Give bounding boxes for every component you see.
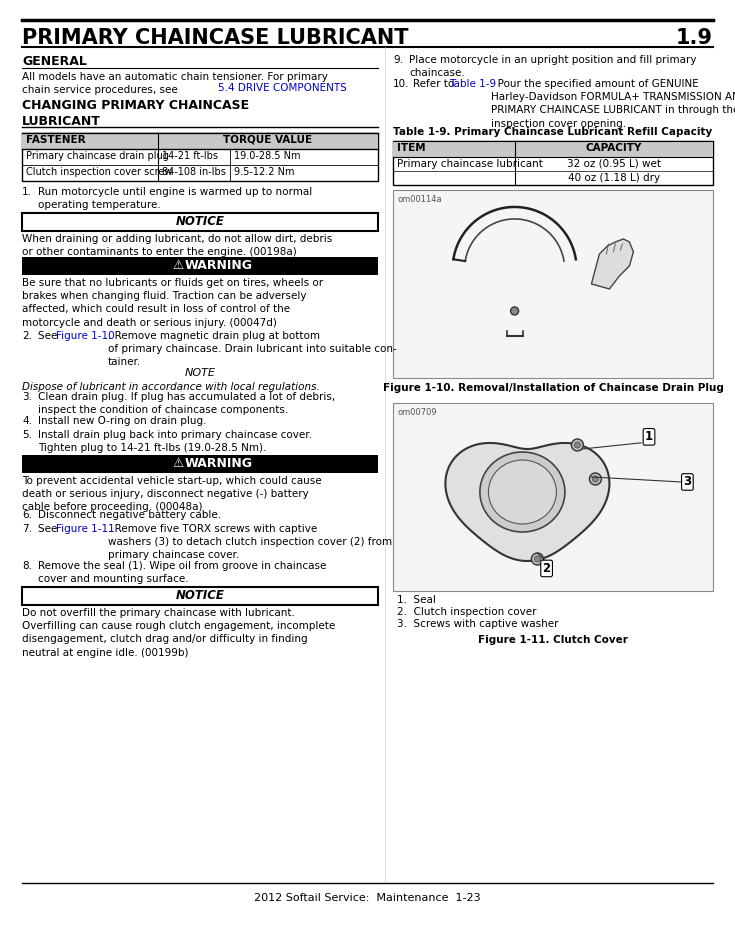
Text: 5.: 5. <box>22 430 32 440</box>
Text: TORQUE VALUE: TORQUE VALUE <box>223 135 312 145</box>
Polygon shape <box>592 239 634 289</box>
Text: When draining or adding lubricant, do not allow dirt, debris
or other contaminan: When draining or adding lubricant, do no… <box>22 234 332 257</box>
Circle shape <box>531 553 543 565</box>
Text: 2.  Clutch inspection cover: 2. Clutch inspection cover <box>397 607 537 617</box>
Text: NOTE: NOTE <box>184 368 215 378</box>
Text: CHANGING PRIMARY CHAINCASE
LUBRICANT: CHANGING PRIMARY CHAINCASE LUBRICANT <box>22 99 249 128</box>
Text: 4.: 4. <box>22 416 32 426</box>
Text: NOTICE: NOTICE <box>176 215 224 228</box>
Text: 32 oz (0.95 L) wet: 32 oz (0.95 L) wet <box>567 159 661 169</box>
Text: 8.: 8. <box>22 561 32 571</box>
Text: GENERAL: GENERAL <box>22 55 87 68</box>
Text: . Remove magnetic drain plug at bottom
of primary chaincase. Drain lubricant int: . Remove magnetic drain plug at bottom o… <box>108 331 397 367</box>
Circle shape <box>571 439 584 451</box>
Text: Refer to: Refer to <box>413 79 457 89</box>
Text: Clean drain plug. If plug has accumulated a lot of debris,
inspect the condition: Clean drain plug. If plug has accumulate… <box>38 392 335 415</box>
Text: PRIMARY CHAINCASE LUBRICANT: PRIMARY CHAINCASE LUBRICANT <box>22 28 409 48</box>
Text: 84-108 in-lbs: 84-108 in-lbs <box>162 167 226 177</box>
Text: ITEM: ITEM <box>397 143 426 153</box>
Text: 9.5-12.2 Nm: 9.5-12.2 Nm <box>234 167 295 177</box>
Circle shape <box>511 307 519 315</box>
Text: 9.: 9. <box>393 55 403 65</box>
Text: 6.: 6. <box>22 510 32 520</box>
Bar <box>22 455 378 473</box>
Text: WARNING: WARNING <box>185 259 253 272</box>
Bar <box>393 141 713 157</box>
Text: 2: 2 <box>542 562 551 575</box>
Bar <box>22 133 378 149</box>
Text: Figure 1-10. Removal/Installation of Chaincase Drain Plug: Figure 1-10. Removal/Installation of Cha… <box>382 383 723 393</box>
Text: ⚠: ⚠ <box>172 457 183 470</box>
Ellipse shape <box>480 452 565 532</box>
Text: Place motorcycle in an upright position and fill primary
chaincase.: Place motorcycle in an upright position … <box>409 55 697 79</box>
Ellipse shape <box>488 460 556 524</box>
Text: Install new O-ring on drain plug.: Install new O-ring on drain plug. <box>38 416 207 426</box>
Text: Primary chaincase drain plug: Primary chaincase drain plug <box>26 151 169 161</box>
Text: 2012 Softail Service:  Maintenance  1-23: 2012 Softail Service: Maintenance 1-23 <box>254 893 481 903</box>
Text: 1.  Seal: 1. Seal <box>397 595 436 605</box>
Text: Disconnect negative battery cable.: Disconnect negative battery cable. <box>38 510 221 520</box>
Text: Primary chaincase lubricant: Primary chaincase lubricant <box>397 159 543 169</box>
Text: . Pour the specified amount of GENUINE
Harley-Davidson FORMULA+ TRANSMISSION AND: . Pour the specified amount of GENUINE H… <box>491 79 735 129</box>
Polygon shape <box>445 443 609 561</box>
Circle shape <box>574 442 581 448</box>
Text: Figure 1-11: Figure 1-11 <box>56 524 115 534</box>
Text: 1: 1 <box>645 430 653 443</box>
Text: Install drain plug back into primary chaincase cover.
Tighten plug to 14-21 ft-l: Install drain plug back into primary cha… <box>38 430 312 453</box>
Text: .: . <box>341 83 345 93</box>
Circle shape <box>534 556 540 562</box>
Bar <box>393 190 713 378</box>
Text: Clutch inspection cover screw: Clutch inspection cover screw <box>26 167 173 177</box>
Text: 3.: 3. <box>22 392 32 402</box>
Text: Figure 1-10: Figure 1-10 <box>56 331 115 341</box>
Text: ⚠: ⚠ <box>172 259 183 272</box>
Text: 1.: 1. <box>22 187 32 197</box>
Text: 19.0-28.5 Nm: 19.0-28.5 Nm <box>234 151 301 161</box>
Bar <box>393 141 713 185</box>
Text: See: See <box>38 524 60 534</box>
Bar <box>22 213 378 231</box>
Bar <box>393 403 713 591</box>
Text: Table 1-9. Primary Chaincase Lubricant Refill Capacity: Table 1-9. Primary Chaincase Lubricant R… <box>393 127 713 137</box>
Text: Table 1-9: Table 1-9 <box>449 79 496 89</box>
Text: 3: 3 <box>684 475 692 488</box>
Text: Be sure that no lubricants or fluids get on tires, wheels or
brakes when changin: Be sure that no lubricants or fluids get… <box>22 278 323 327</box>
Text: NOTICE: NOTICE <box>176 589 224 602</box>
Text: 7.: 7. <box>22 524 32 534</box>
Text: 1.9: 1.9 <box>676 28 713 48</box>
Bar <box>22 587 378 605</box>
Text: 14-21 ft-lbs: 14-21 ft-lbs <box>162 151 218 161</box>
Text: See: See <box>38 331 60 341</box>
Text: WARNING: WARNING <box>185 457 253 470</box>
Text: FASTENER: FASTENER <box>26 135 85 145</box>
Text: 2.: 2. <box>22 331 32 341</box>
Text: Figure 1-11. Clutch Cover: Figure 1-11. Clutch Cover <box>478 635 628 645</box>
Text: 40 oz (1.18 L) dry: 40 oz (1.18 L) dry <box>568 173 660 183</box>
Text: CAPACITY: CAPACITY <box>586 143 642 153</box>
Text: . Remove five TORX screws with captive
washers (3) to detach clutch inspection c: . Remove five TORX screws with captive w… <box>108 524 392 561</box>
Text: All models have an automatic chain tensioner. For primary
chain service procedur: All models have an automatic chain tensi… <box>22 72 328 95</box>
Bar <box>22 133 378 181</box>
Text: 3.  Screws with captive washer: 3. Screws with captive washer <box>397 619 559 629</box>
Text: To prevent accidental vehicle start-up, which could cause
death or serious injur: To prevent accidental vehicle start-up, … <box>22 476 322 512</box>
Text: Remove the seal (1). Wipe oil from groove in chaincase
cover and mounting surfac: Remove the seal (1). Wipe oil from groov… <box>38 561 326 585</box>
Text: om00114a: om00114a <box>398 195 442 204</box>
Text: Dispose of lubricant in accordance with local regulations.: Dispose of lubricant in accordance with … <box>22 382 320 392</box>
Circle shape <box>592 476 598 482</box>
Bar <box>22 257 378 275</box>
Circle shape <box>589 473 601 485</box>
Text: om00709: om00709 <box>398 408 437 417</box>
Text: Run motorcycle until engine is warmed up to normal
operating temperature.: Run motorcycle until engine is warmed up… <box>38 187 312 210</box>
Text: 10.: 10. <box>393 79 409 89</box>
Text: Do not overfill the primary chaincase with lubricant.
Overfilling can cause roug: Do not overfill the primary chaincase wi… <box>22 608 335 658</box>
Text: 5.4 DRIVE COMPONENTS: 5.4 DRIVE COMPONENTS <box>218 83 347 93</box>
